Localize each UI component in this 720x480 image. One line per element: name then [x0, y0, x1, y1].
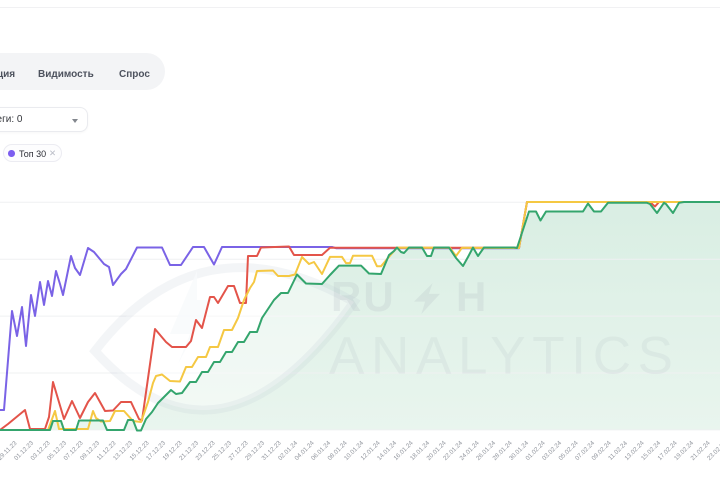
- svg-text:ANALYTICS: ANALYTICS: [329, 327, 673, 386]
- svg-text:H: H: [456, 273, 486, 320]
- svg-text:RU: RU: [331, 273, 396, 320]
